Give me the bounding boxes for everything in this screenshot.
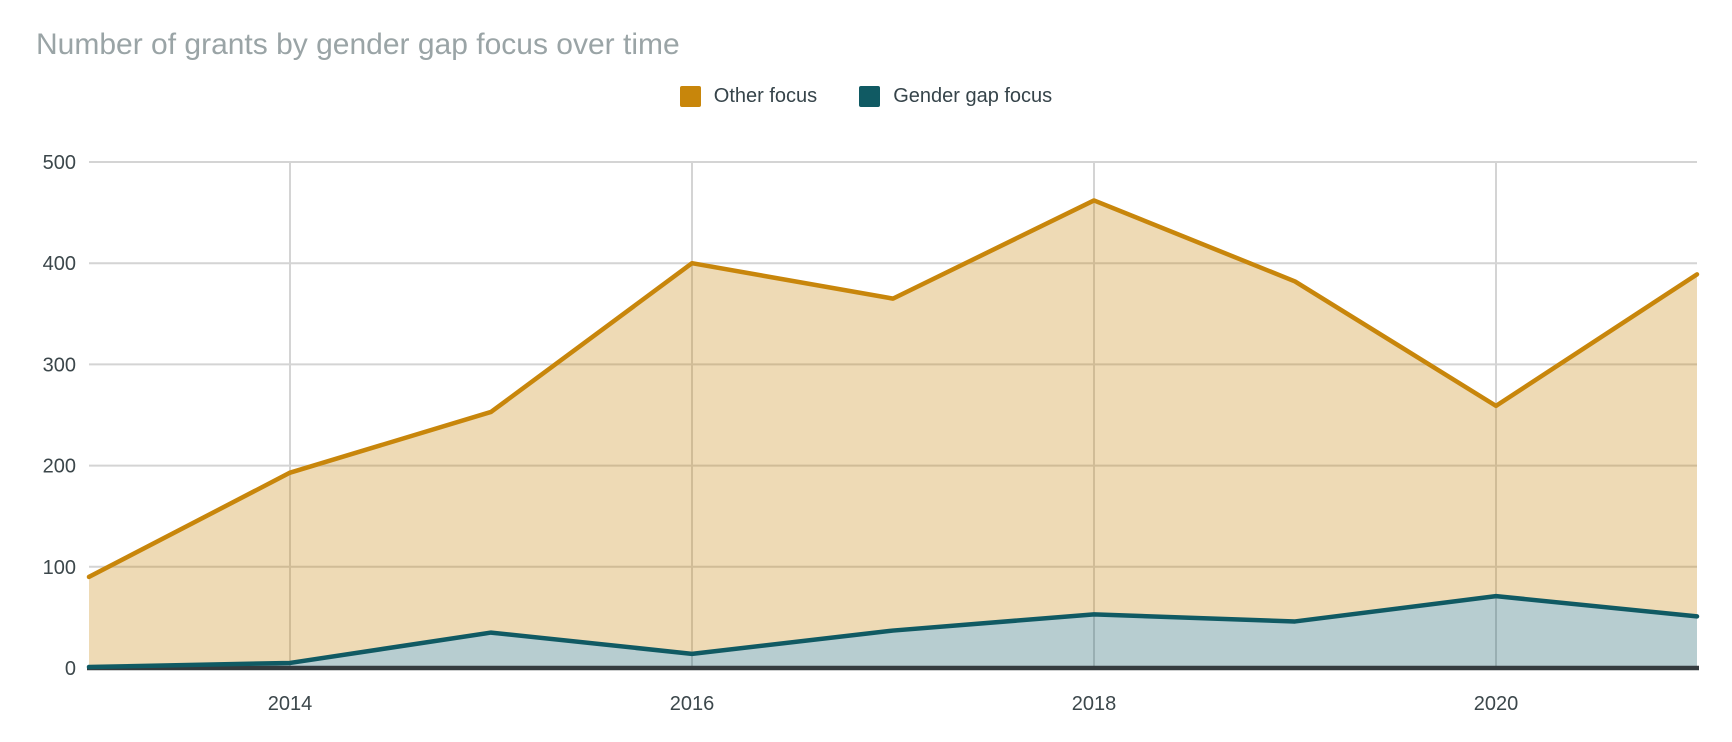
chart-title: Number of grants by gender gap focus ove… (36, 28, 680, 61)
x-tick-label-2020: 2020 (1474, 693, 1519, 715)
series-area-other-focus (89, 200, 1697, 667)
chart-legend: Other focus Gender gap focus (0, 85, 1732, 108)
legend-item-other-focus: Other focus (679, 85, 818, 108)
legend-swatch-icon (679, 86, 701, 107)
series-line-gender-gap-focus (86, 593, 1700, 670)
x-tick-label-2014: 2014 (268, 693, 313, 715)
legend-item-gender-gap-focus: Gender gap focus (859, 85, 1052, 108)
series-line-other-focus (86, 198, 1700, 580)
legend-swatch-icon (859, 86, 881, 107)
x-tick-label-2018: 2018 (1072, 693, 1117, 715)
y-tick-label-400: 400 (43, 253, 76, 275)
x-tick-label-2016: 2016 (670, 693, 715, 715)
y-tick-label-300: 300 (43, 354, 76, 376)
y-tick-label-200: 200 (43, 456, 76, 478)
y-tick-label-0: 0 (65, 658, 76, 680)
y-tick-label-100: 100 (43, 557, 76, 579)
y-tick-label-500: 500 (43, 152, 76, 174)
legend-label: Other focus (713, 85, 818, 107)
legend-label: Gender gap focus (893, 85, 1053, 107)
